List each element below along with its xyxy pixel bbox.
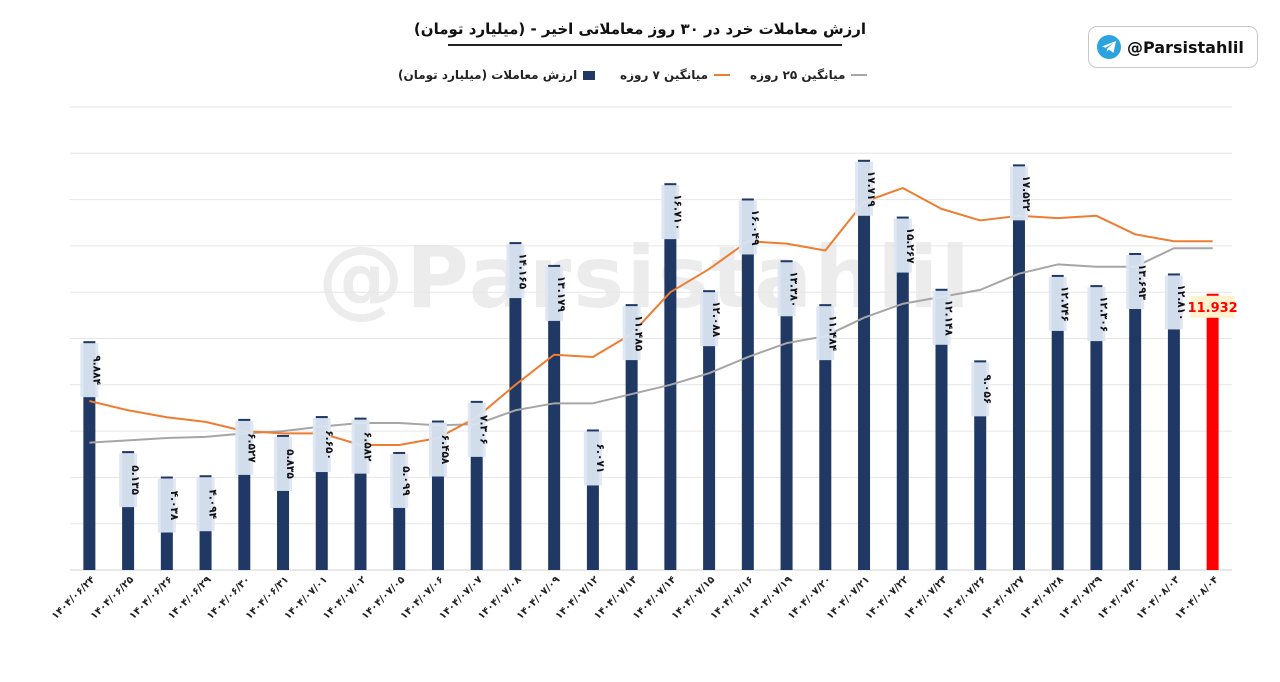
data-label: ۶.۴۵۸ [439,435,451,465]
brand-badge[interactable]: @Parsistahlil [1088,26,1258,68]
data-label-bg [1126,255,1145,310]
data-label-bg [855,161,874,216]
data-label-bg [157,478,176,533]
data-label-bg [1164,275,1183,330]
data-label: ۶.۵۸۲ [362,432,374,462]
data-label-bg [274,436,293,491]
bar [664,183,677,570]
data-label: ۱۲.۳۰۶ [1097,296,1109,332]
data-label: ۱۳.۶۹۳ [1136,264,1148,301]
data-label: ۱۷.۵۲۲ [1020,175,1032,212]
data-label-bg [428,422,447,477]
data-label-bg [1190,295,1235,318]
data-label: ۶.۶۵۰ [323,430,335,460]
telegram-icon [1097,35,1121,59]
data-label-bg [777,262,796,317]
data-label-bg [816,306,835,361]
legend-item-ma25: میانگین ۲۵ روزه [750,64,868,86]
data-label: ۶.۵۲۷ [245,433,257,463]
data-label-bg [545,266,564,321]
data-label: ۷.۳۰۶ [478,415,490,445]
data-label-bg [119,453,138,508]
data-label: ۵.۰۹۹ [400,466,412,496]
bar [1167,273,1180,570]
title-underline [448,44,842,46]
chart-title: ارزش معاملات خرد در ۳۰ روز معاملاتی اخیر… [413,20,867,38]
data-label-bg [893,218,912,273]
data-label: ۴.۰۳۸ [168,491,180,521]
data-label: ۱۵.۲۶۷ [904,228,916,265]
data-label: ۹.۰۵۶ [981,375,993,405]
legend-item-bars: ارزش معاملات (میلیارد تومان) [398,64,596,86]
data-label-bg [661,185,680,240]
bar [741,198,754,571]
bar [935,288,948,570]
data-label: ۱۲.۰۸۸ [710,301,722,338]
data-label-bg [971,362,990,417]
data-label-bg [1009,166,1028,221]
legend-swatch-ma7 [714,74,731,76]
data-label-bg [1048,276,1067,331]
bar [858,159,871,570]
data-label-bg [622,306,641,361]
data-label: ۱۲.۱۴۸ [943,300,955,337]
bar [1206,293,1219,570]
bar [625,304,638,570]
ma25-line [89,247,1213,444]
bar [1129,253,1142,570]
data-label-bg [932,290,951,345]
data-label: ۱۶.۰۴۹ [749,209,761,246]
data-label: ۱۳.۱۷۹ [555,276,567,313]
chart-legend: ارزش معاملات (میلیارد تومان) میانگین ۷ ر… [380,64,880,86]
data-label: ۱۱.۴۸۴ [826,315,838,352]
legend-label-ma25: میانگین ۲۵ روزه [750,68,846,82]
data-label: ۶.۰۷۱ [594,444,606,474]
data-label-bg [80,343,99,398]
data-label: ۱۴.۱۶۵ [516,253,528,290]
bar [1012,164,1025,570]
ma7-line [89,187,1213,446]
data-label-bg [196,477,215,532]
bar [780,260,793,570]
data-label: ۹.۸۸۴ [90,355,102,385]
data-label: ۱۶.۷۱۰ [671,194,683,230]
data-label-bg [467,402,486,457]
bar [1051,274,1064,570]
data-label: ۱۱.۴۸۵ [633,315,645,352]
bar [83,341,96,570]
data-label: ۱۷.۷۱۹ [865,171,877,208]
data-label-bg [506,244,525,299]
data-label-bg [583,431,602,486]
bar [548,264,561,570]
data-label: ۴.۰۹۴ [207,489,219,519]
data-label-bg [738,200,757,255]
data-label-bg [1087,287,1106,342]
data-label-bg [312,418,331,473]
legend-label-ma7: میانگین ۷ روزه [620,68,709,82]
bar [703,290,716,570]
data-label: ۵.۱۳۵ [129,465,141,495]
legend-label-bars: ارزش معاملات (میلیارد تومان) [398,68,578,82]
data-label: 11.932 [1188,301,1238,316]
bar [819,304,832,570]
bar [1090,285,1103,570]
data-label-bg [235,420,254,475]
bar [509,242,522,570]
data-label-bg [700,292,719,347]
data-label-bg [390,453,409,508]
data-label-bg [351,419,370,474]
data-label: ۵.۸۳۵ [284,449,296,479]
legend-swatch-ma25 [851,74,868,76]
data-label: ۱۲.۷۴۶ [1059,286,1071,322]
data-label: ۱۳.۳۸۰ [788,271,800,307]
brand-handle: @Parsistahlil [1127,37,1244,57]
legend-item-ma7: میانگین ۷ روزه [620,64,731,86]
legend-swatch-bars [583,70,596,80]
data-label: ۱۲.۸۱۰ [1175,284,1187,320]
